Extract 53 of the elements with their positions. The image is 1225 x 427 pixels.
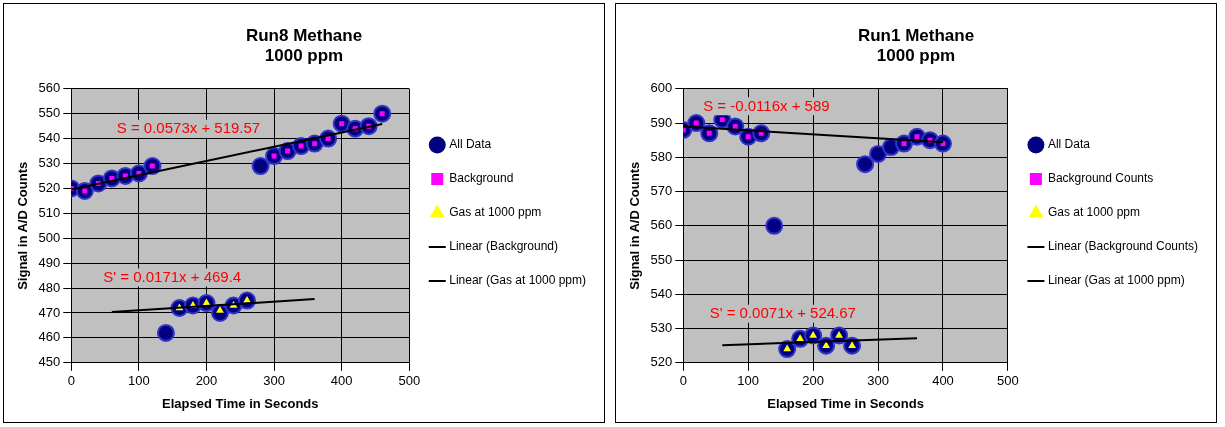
- x-tick-label: 0: [679, 373, 687, 389]
- y-tick-label: 540: [650, 285, 673, 301]
- y-tick-label: 480: [38, 279, 61, 295]
- x-tick-label: 300: [867, 373, 889, 389]
- x-tick-label: 200: [802, 373, 824, 389]
- legend-label: All Data: [1047, 137, 1091, 152]
- legend-label: Linear (Background Counts): [1047, 239, 1199, 254]
- x-tick-label: 200: [195, 373, 218, 389]
- x-tick-label: 300: [263, 373, 285, 389]
- y-tick-label: 460: [38, 329, 61, 345]
- annotation: S' = 0.0171x + 469.4: [103, 268, 242, 286]
- y-tick-label: 500: [38, 229, 61, 245]
- x-tick-label: 500: [997, 373, 1019, 389]
- x-tick-label: 400: [330, 373, 353, 389]
- x-tick-label: 400: [932, 373, 954, 389]
- chart-title: Run8 Methane 1000 ppm: [245, 25, 363, 66]
- y-tick-label: 580: [650, 148, 673, 164]
- y-tick-label: 570: [650, 183, 673, 199]
- legend-label: Linear (Gas at 1000 ppm): [1047, 273, 1185, 288]
- annotation: S' = 0.0071x + 524.67: [709, 304, 856, 322]
- y-tick-label: 510: [38, 204, 61, 220]
- y-tick-label: 560: [38, 80, 61, 96]
- x-tick-label: 0: [67, 373, 75, 389]
- y-tick-label: 550: [38, 105, 61, 121]
- y-tick-label: 540: [38, 130, 61, 146]
- y-tick-label: 490: [38, 254, 61, 270]
- y-tick-label: 470: [38, 304, 61, 320]
- legend-label: Background Counts: [1047, 171, 1154, 186]
- y-tick-label: 530: [38, 155, 61, 171]
- y-tick-label: 600: [650, 80, 673, 96]
- y-tick-label: 520: [38, 180, 61, 196]
- y-axis-title: Signal in A/D Counts: [627, 161, 643, 290]
- legend-label: All Data: [449, 137, 492, 152]
- y-tick-label: 560: [650, 217, 673, 233]
- annotation: S = -0.0116x + 589: [703, 96, 830, 114]
- y-tick-label: 530: [650, 320, 673, 336]
- y-tick-label: 550: [650, 251, 673, 267]
- y-tick-label: 520: [650, 354, 673, 370]
- x-axis-title: Elapsed Time in Seconds: [767, 395, 924, 411]
- annotation: S = 0.0573x + 519.57: [116, 119, 261, 137]
- legend-label: Gas at 1000 ppm: [1047, 205, 1140, 220]
- x-tick-label: 100: [737, 373, 760, 389]
- x-tick-label: 500: [398, 373, 421, 389]
- x-axis-title: Elapsed Time in Seconds: [162, 395, 319, 411]
- y-tick-label: 450: [38, 354, 61, 370]
- x-tick-label: 100: [128, 373, 150, 389]
- legend-label: Gas at 1000 ppm: [449, 205, 542, 220]
- chart-title: Run1 Methane 1000 ppm: [857, 25, 975, 66]
- legend-label: Background: [449, 171, 514, 186]
- y-tick-label: 590: [650, 114, 673, 130]
- legend-label: Linear (Background): [449, 239, 558, 254]
- legend-label: Linear (Gas at 1000 ppm): [449, 273, 587, 288]
- y-axis-title: Signal in A/D Counts: [15, 161, 31, 290]
